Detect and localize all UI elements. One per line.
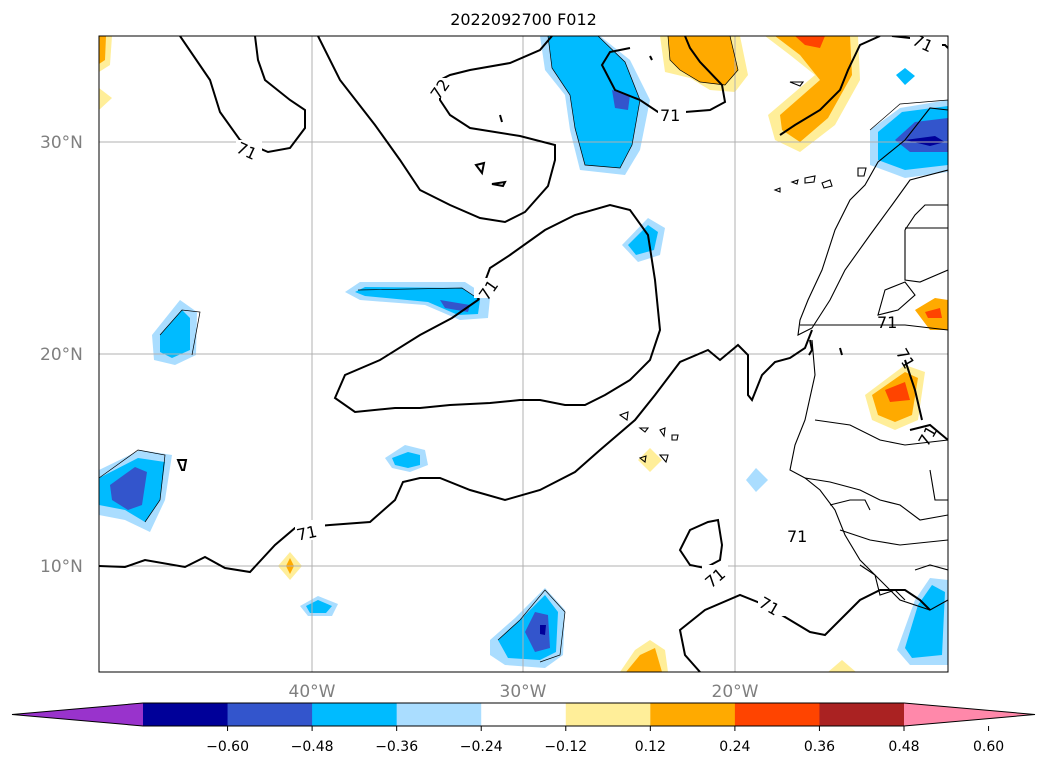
lat-label-20n: 20°N: [40, 345, 83, 365]
coastlines: [618, 81, 948, 611]
contour-labels: 72 71 71 71 71 71 71 71 71 71 71 71: [233, 36, 942, 620]
colorbar-segment: [143, 703, 229, 726]
contour-label: 71: [877, 313, 897, 332]
colorbar-segment: [481, 703, 567, 726]
colorbar-tick-label: 0.12: [635, 739, 666, 755]
colorbar-extend-high: [904, 703, 1035, 726]
colorbar-segment: [565, 703, 651, 726]
colorbar-segment: [819, 703, 905, 726]
contour-label: 71: [660, 106, 680, 125]
colorbar-segment: [650, 703, 736, 726]
map-title: 2022092700 F012: [450, 10, 597, 29]
colorbar-tick-label: −0.12: [544, 739, 587, 755]
colorbar-tick-label: 0.24: [719, 739, 750, 755]
height-contours: [99, 36, 948, 672]
colorbar-extend-low: [12, 703, 143, 726]
colorbar-outline: [11, 702, 1036, 727]
anomaly-contours: [99, 36, 948, 663]
contour-label: 71: [892, 345, 919, 372]
lon-label-20w: 20°W: [712, 682, 759, 702]
map-plot-area: 72 71 71 71 71 71 71 71 71 71 71 71: [99, 36, 948, 672]
lon-label-30w: 30°W: [500, 682, 547, 702]
colorbar-tick-label: 0.60: [973, 739, 1004, 755]
map-frame: [98, 35, 949, 673]
colorbar-tick-label: −0.24: [460, 739, 503, 755]
colorbar-segment: [312, 703, 398, 726]
colorbar-segment: [734, 703, 820, 726]
contour-label: 71: [915, 422, 942, 449]
colorbar-tick-label: 0.36: [804, 739, 835, 755]
contour-label: 71: [295, 522, 319, 545]
lat-label-10n: 10°N: [40, 557, 83, 577]
shading-layer: [99, 36, 948, 672]
contour-label: 71: [787, 527, 807, 546]
colorbar: −0.60 −0.48 −0.36 −0.24 −0.12 0.12 0.24 0.36 0.4…: [11, 702, 1036, 755]
colorbar-segment: [396, 703, 482, 726]
longitude-labels: 40°W 30°W 20°W: [289, 682, 759, 702]
lon-label-40w: 40°W: [289, 682, 336, 702]
lat-label-30n: 30°N: [40, 133, 83, 153]
colorbar-tick-label: −0.60: [206, 739, 249, 755]
colorbar-tick-label: −0.48: [291, 739, 334, 755]
colorbar-segment: [227, 703, 313, 726]
colorbar-tick-label: 0.48: [888, 739, 919, 755]
latitude-labels: 30°N 20°N 10°N: [40, 133, 83, 577]
colorbar-tick-label: −0.36: [375, 739, 418, 755]
